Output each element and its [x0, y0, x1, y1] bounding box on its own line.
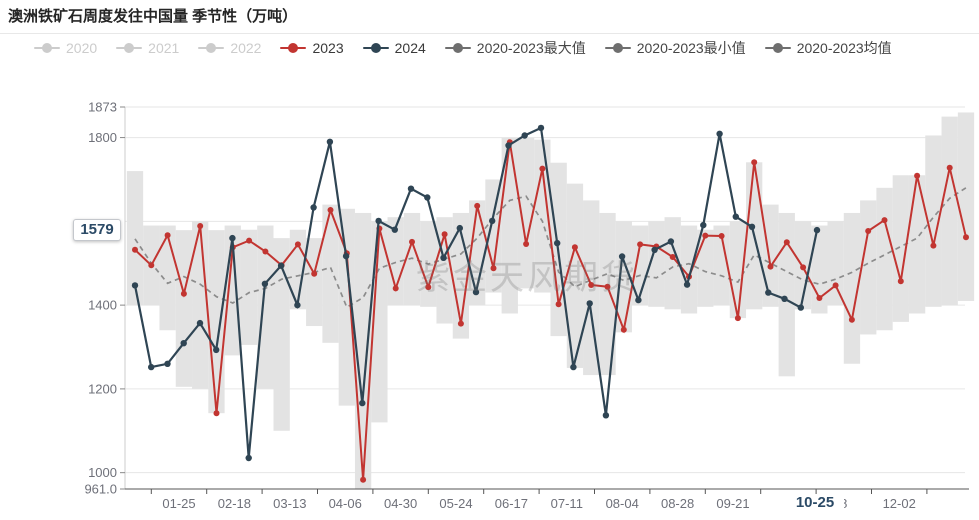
x-axis-label: 05-24	[439, 496, 472, 511]
x-axis-label: 06-17	[495, 496, 528, 511]
y-axis-label: 1200	[88, 381, 117, 396]
series-2024	[131, 124, 821, 462]
legend-line-dot-icon	[604, 43, 631, 53]
x-axis-label: 04-06	[329, 496, 362, 511]
legend-item-2020-2023最大值[interactable]: 2020-2023最大值	[444, 38, 586, 58]
legend-item-2020[interactable]: 2020	[34, 40, 97, 56]
page-title: 澳洲铁矿石周度发往中国量 季节性（万吨）	[8, 8, 298, 25]
legend-item-2020-2023均值[interactable]: 2020-2023均值	[764, 38, 892, 58]
header: 澳洲铁矿石周度发往中国量 季节性（万吨）	[0, 0, 979, 34]
legend-item-label: 2024	[394, 40, 426, 56]
legend-item-label: 2020-2023最大值	[476, 40, 586, 56]
legend-line-dot-icon	[444, 43, 471, 53]
x-axis-label: 08-04	[606, 496, 639, 511]
y-axis-pointer-badge: 1579	[73, 219, 121, 241]
legend-item-2022[interactable]: 2022	[198, 40, 261, 56]
legend-line-dot-icon	[34, 43, 60, 53]
legend-item-label: 2022	[230, 40, 262, 56]
y-axis-label: 1000	[88, 465, 117, 480]
x-axis-label: 07-11	[551, 496, 583, 511]
legend-item-label: 2020	[66, 40, 98, 56]
legend-line-dot-icon	[198, 43, 225, 53]
legend-line-dot-icon	[116, 43, 143, 53]
y-axis-label: 1873	[88, 100, 117, 115]
x-axis-label: 02-18	[218, 496, 251, 511]
legend-item-2021[interactable]: 2021	[116, 40, 179, 56]
legend-line-dot-icon	[362, 43, 389, 53]
band-min-max	[126, 112, 975, 489]
x-axis-pointer-badge: 10-25	[786, 494, 844, 512]
series-mean-line	[134, 187, 967, 309]
legend: 2020 2021 2022 2023 2024 2020-2023最大值 2020-202…	[34, 38, 975, 58]
y-axis-label: 1800	[88, 130, 117, 145]
legend-item-label: 2020-2023最小值	[636, 40, 746, 56]
x-axis-label: 09-21	[716, 496, 749, 511]
legend-item-label: 2021	[148, 40, 180, 56]
x-axis-label: 08-28	[661, 496, 694, 511]
y-axis-label: 961.0	[84, 482, 117, 497]
x-axis-label: 04-30	[384, 496, 417, 511]
legend-item-label: 2020-2023均值	[796, 40, 892, 56]
legend-item-2020-2023最小值[interactable]: 2020-2023最小值	[604, 38, 746, 58]
x-axis-label: 03-13	[273, 496, 306, 511]
x-axis-label: 12-02	[883, 496, 916, 511]
legend-line-dot-icon	[280, 43, 307, 53]
legend-item-label: 2023	[312, 40, 344, 56]
legend-item-2023[interactable]: 2023	[280, 40, 344, 56]
legend-line-dot-icon	[764, 43, 791, 53]
legend-item-2024[interactable]: 2024	[362, 40, 426, 56]
y-axis-label: 1400	[88, 298, 117, 313]
x-axis-label: 01-25	[162, 496, 195, 511]
